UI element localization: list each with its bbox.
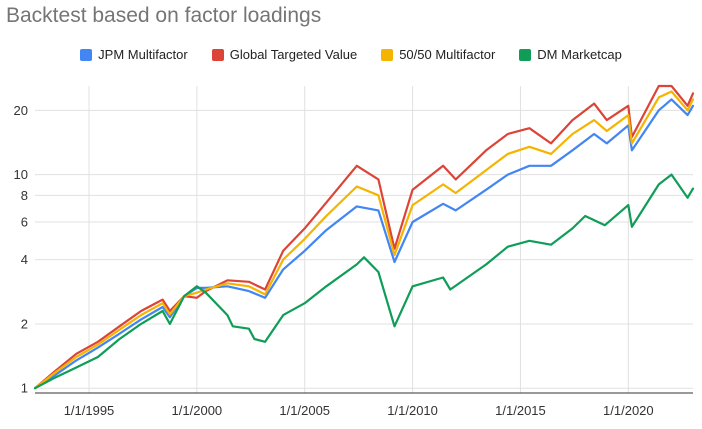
gridlines <box>35 86 693 393</box>
x-tick-label: 1/1/2000 <box>172 403 223 418</box>
series-line-jpm-multifactor <box>33 98 695 390</box>
legend-swatch <box>519 48 532 61</box>
legend-item-global-targeted-value: Global Targeted Value <box>211 47 358 62</box>
legend-label: 50/50 Multifactor <box>399 47 496 62</box>
legend-label: DM Marketcap <box>537 47 622 62</box>
chart-title: Backtest based on factor loadings <box>6 4 322 27</box>
y-tick-label: 6 <box>21 215 28 230</box>
legend-label: JPM Multifactor <box>98 47 188 62</box>
legend-label: Global Targeted Value <box>229 47 358 62</box>
series-lines <box>33 84 695 390</box>
legend-swatch <box>211 48 224 61</box>
y-tick-label: 20 <box>14 103 28 118</box>
x-tick-label: 1/1/2010 <box>387 403 438 418</box>
x-tick-label: 1/1/2015 <box>495 403 546 418</box>
y-tick-label: 1 <box>21 381 28 396</box>
legend-swatch <box>80 48 93 61</box>
legend-swatch <box>381 48 394 61</box>
series-line-50-50-multifactor <box>33 90 695 390</box>
legend: JPM Multifactor Global Targeted Value 50/5… <box>0 47 702 62</box>
y-tick-label: 4 <box>21 252 28 267</box>
x-tick-label: 1/1/2005 <box>279 403 330 418</box>
legend-item-jpm-multifactor: JPM Multifactor <box>80 47 188 62</box>
legend-item-50-50-multifactor: 50/50 Multifactor <box>381 47 495 62</box>
axes: 1 2 4 6 8 10 20 1/1/1995 1/1/2000 1/1/2005 1/1/201… <box>14 103 693 418</box>
series-line-global-targeted-value <box>33 84 695 390</box>
x-tick-label: 1/1/1995 <box>64 403 115 418</box>
series-line-dm-marketcap <box>33 173 695 390</box>
legend-item-dm-marketcap: DM Marketcap <box>519 47 622 62</box>
y-tick-label: 10 <box>14 167 28 182</box>
y-tick-label: 2 <box>21 316 28 331</box>
y-tick-label: 8 <box>21 188 28 203</box>
x-tick-label: 1/1/2020 <box>603 403 654 418</box>
